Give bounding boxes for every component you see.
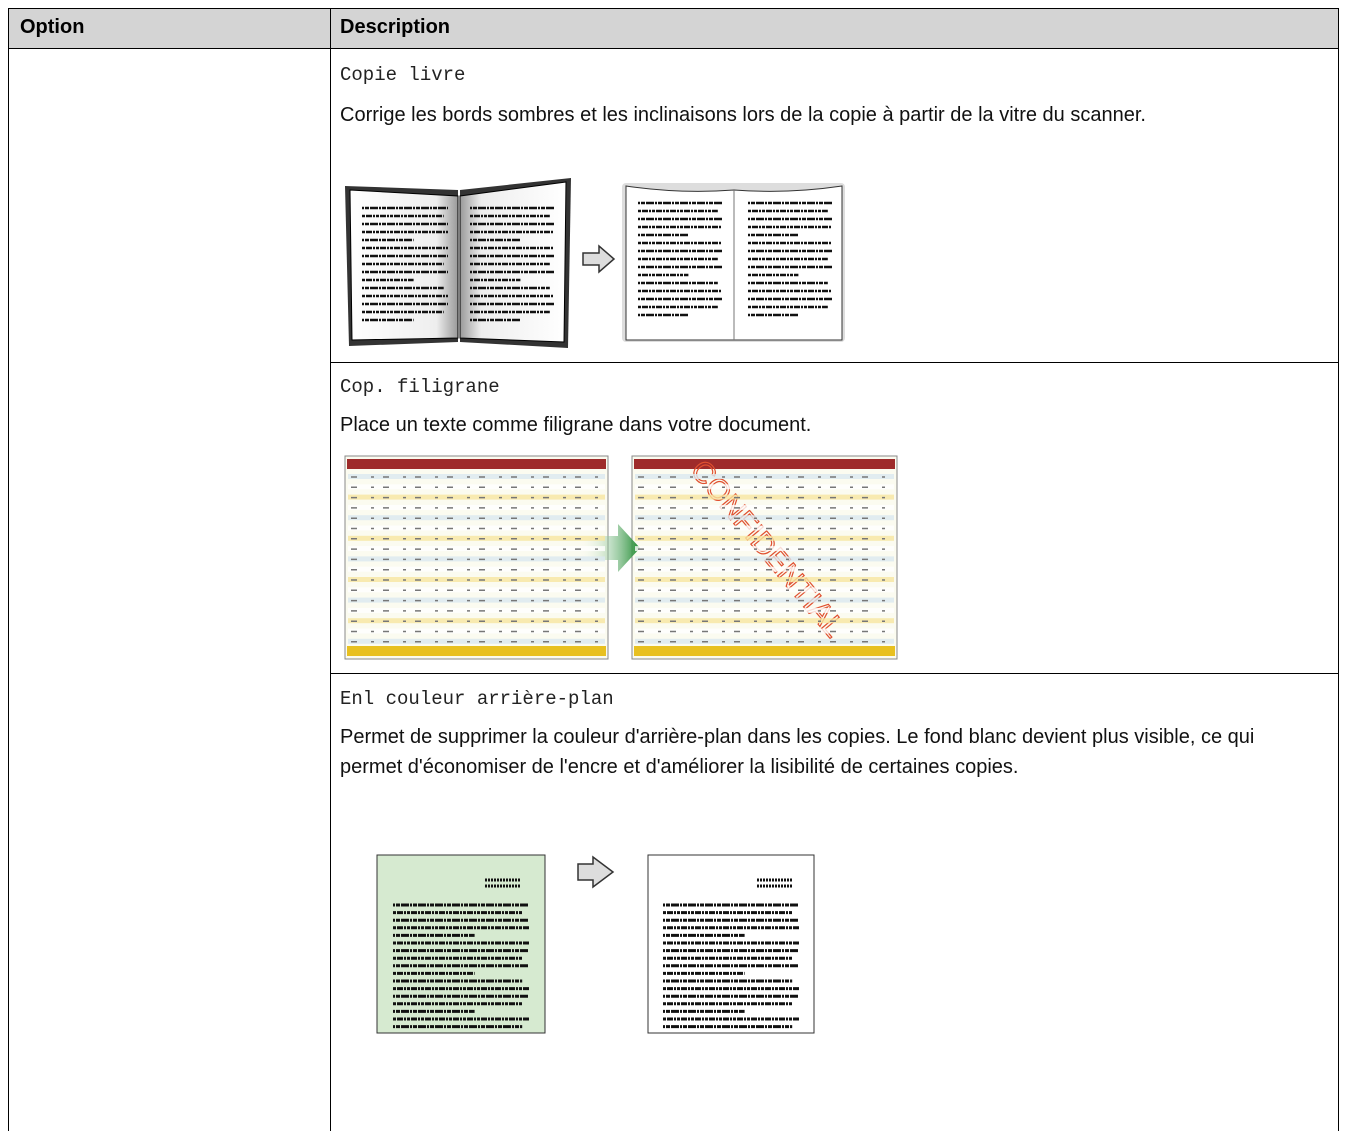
- sheet-row: [635, 618, 894, 624]
- sheet-row: [635, 535, 894, 541]
- header-text: Description: [340, 16, 451, 38]
- sheet-row: [348, 515, 605, 521]
- sheet-row: [348, 618, 605, 624]
- sheet-row: [348, 494, 605, 500]
- sheet-row: [635, 597, 894, 603]
- sheet-row: [348, 577, 605, 582]
- border: [8, 48, 1339, 49]
- sheet-row: [635, 628, 894, 634]
- sheet-row: [348, 474, 605, 479]
- sheet-row: [635, 566, 894, 572]
- description: Place un texte comme filigrane dans votr…: [340, 414, 812, 436]
- sheet-row: [635, 515, 894, 521]
- sheet-row: [635, 638, 894, 644]
- sheet-row: [348, 597, 605, 603]
- border: [330, 8, 331, 1131]
- sheet-row: [348, 587, 605, 593]
- sheet-row: [348, 556, 605, 562]
- border: [1338, 8, 1339, 1131]
- option-name: Enl couleur arrière-plan: [340, 688, 614, 710]
- border: [330, 673, 1339, 674]
- sheet-row: [635, 504, 894, 510]
- sheet-row: [635, 494, 894, 500]
- sheet-row: [635, 556, 894, 562]
- sheet-row: [348, 546, 605, 552]
- option-name: Copie livre: [340, 64, 466, 86]
- sheet-row: [348, 525, 605, 531]
- sheet-row: [348, 566, 605, 572]
- header-cell: Description: [331, 8, 1338, 49]
- option-name: Cop. filigrane: [340, 376, 500, 398]
- border: [330, 362, 1339, 363]
- sheet-row: [348, 607, 605, 613]
- sheet-row: [348, 638, 605, 644]
- sheet-row: [635, 577, 894, 582]
- border: [8, 8, 1339, 9]
- sheet-row: [635, 607, 894, 613]
- sheet-row: [635, 546, 894, 552]
- description: Permet de supprimer la couleur d'arrière…: [340, 726, 1255, 778]
- description: Corrige les bords sombres et les inclina…: [340, 104, 1146, 126]
- sheet-row: [635, 587, 894, 593]
- border: [8, 8, 9, 1131]
- sheet-row: [348, 484, 605, 490]
- sheet-row: [348, 535, 605, 541]
- sheet-row: [635, 525, 894, 531]
- sheet-row: [635, 474, 894, 479]
- sheet-row: [635, 484, 894, 490]
- sheet-row: [348, 504, 605, 510]
- header-cell: Option: [8, 8, 330, 49]
- header-text: Option: [20, 16, 85, 38]
- sheet-row: [348, 628, 605, 634]
